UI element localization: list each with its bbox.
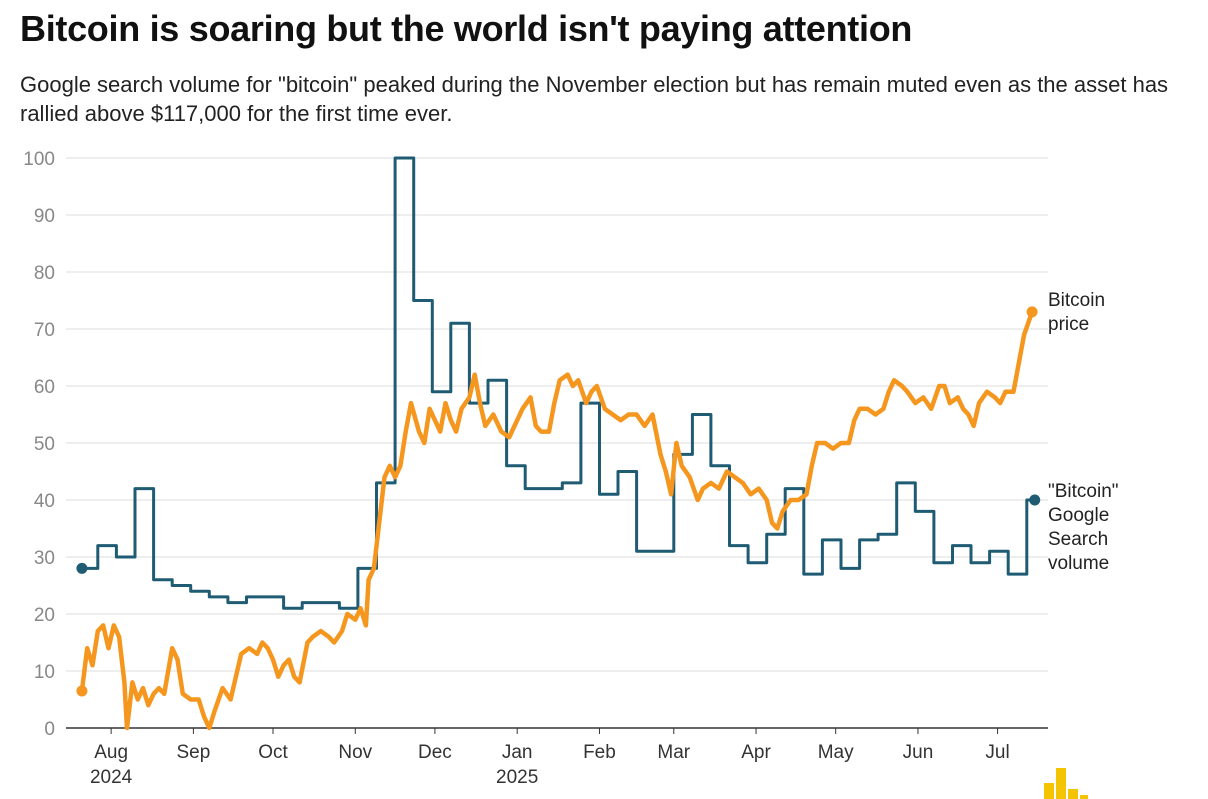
search-volume-label-line: "Bitcoin" [1048, 481, 1119, 502]
bitcoin-price-end-point [1026, 306, 1038, 318]
x-tick-year-2025: 2025 [496, 767, 538, 788]
y-axis: 0 10 20 30 40 50 60 70 80 90 100 [23, 149, 55, 740]
x-tick-year-2024: 2024 [90, 767, 133, 788]
bitcoin-price-label-line: Bitcoin [1048, 290, 1105, 311]
x-tick-label-apr: Apr [741, 742, 771, 763]
x-tick-label-nov: Nov [338, 742, 372, 763]
x-tick-label-sep: Sep [176, 742, 210, 763]
y-tick-label-70: 70 [34, 320, 55, 341]
search-volume-start-point [76, 562, 88, 574]
x-tick-label-jul: Jul [985, 742, 1009, 763]
series [76, 156, 1041, 731]
x-tick-label-aug: Aug [94, 742, 128, 763]
y-tick-label-40: 40 [34, 491, 55, 512]
bitcoin-price-label-line: price [1048, 314, 1089, 335]
x-tick-label-jun: Jun [903, 742, 934, 763]
x-tick-label-dec: Dec [418, 742, 452, 763]
series-labels: "Bitcoin" Google Search volume Bitcoin price [1048, 290, 1119, 574]
search-volume-label-line: Search [1048, 529, 1108, 550]
x-tick-label-feb: Feb [583, 742, 616, 763]
search-volume-label-line: volume [1048, 553, 1109, 574]
search-volume-label-line: Google [1048, 505, 1109, 526]
x-tick-label-may: May [818, 742, 854, 763]
brand-logo [1044, 768, 1088, 799]
x-tick-label-oct: Oct [258, 742, 288, 763]
y-tick-label-10: 10 [34, 662, 55, 683]
y-tick-label-50: 50 [34, 434, 55, 455]
y-tick-label-80: 80 [34, 263, 55, 284]
search-volume-line [80, 156, 1037, 610]
gridlines [66, 157, 1048, 729]
y-tick-label-30: 30 [34, 548, 55, 569]
chart-title: Bitcoin is soaring but the world isn't p… [20, 8, 913, 49]
y-tick-label-90: 90 [34, 206, 55, 227]
chart-subtitle: Google search volume for "bitcoin" peake… [20, 72, 1169, 126]
x-tick-label-mar: Mar [657, 742, 690, 763]
y-tick-label-60: 60 [34, 377, 55, 398]
bitcoin-price-start-point [76, 685, 88, 697]
search-volume-end-point [1029, 494, 1041, 506]
x-tick-label-jan: Jan [502, 742, 533, 763]
x-axis: Aug 2024 Sep Oct Nov Dec Jan 2025 Feb Mar Apr May Ju… [90, 728, 1010, 788]
y-tick-label-100: 100 [23, 149, 55, 170]
bitcoin-price-line [79, 309, 1035, 731]
y-tick-label-0: 0 [44, 719, 55, 740]
y-tick-label-20: 20 [34, 605, 55, 626]
